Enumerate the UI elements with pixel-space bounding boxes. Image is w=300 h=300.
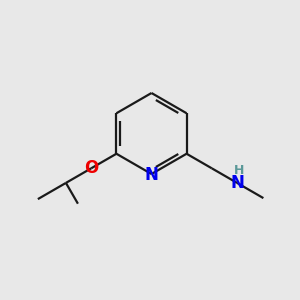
Text: H: H [234,164,245,177]
Text: N: N [230,174,244,192]
Text: O: O [84,159,98,177]
Text: N: N [145,167,158,184]
